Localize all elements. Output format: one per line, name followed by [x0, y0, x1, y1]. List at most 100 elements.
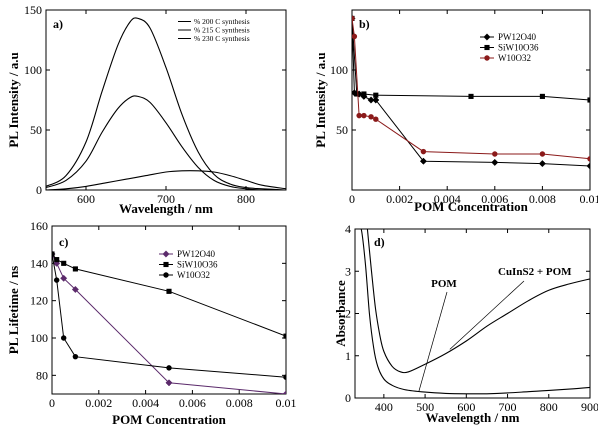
data-point [538, 160, 546, 168]
legend: % 200 C synthesis% 215 C synthesis% 230 … [178, 17, 250, 43]
series-line-1 [46, 17, 286, 190]
data-point [468, 93, 474, 99]
data-point [60, 335, 67, 341]
y-tick-label: 4 [345, 222, 351, 236]
legend-marker [162, 250, 170, 258]
x-tick-label: 0.002 [85, 396, 112, 410]
data-point [367, 96, 375, 104]
panel-label: c) [59, 235, 68, 249]
data-point [420, 148, 427, 155]
legend-marker [483, 33, 491, 41]
data-point [373, 92, 379, 98]
data-point [72, 353, 79, 360]
annotation-cuins2-pom: CuInS2 + POM [498, 266, 572, 278]
annotation-pom: POM [431, 278, 457, 290]
y-tick-label: 150 [24, 3, 42, 17]
legend-marker [484, 44, 490, 51]
data-point [71, 285, 79, 294]
x-axis-label: POM Concentration [414, 199, 529, 214]
x-tick-label: 0.008 [529, 192, 556, 206]
data-point [352, 15, 355, 22]
data-point [368, 114, 374, 120]
annotation-pointer [449, 280, 525, 350]
data-point [166, 288, 172, 294]
y-tick-label: 140 [30, 256, 48, 270]
data-point [372, 96, 380, 104]
data-point [282, 390, 286, 394]
plot-area [52, 250, 286, 394]
data-point [283, 374, 286, 380]
plot-frame [45, 9, 287, 191]
x-tick-label: 500 [416, 400, 434, 414]
x-tick-label: 0.006 [179, 396, 206, 410]
data-point [354, 91, 360, 97]
y-tick-label: 2 [345, 307, 351, 321]
data-point [419, 157, 427, 165]
y-axis-label: PL Intensity / a.u [313, 52, 328, 147]
plot-area [352, 14, 590, 170]
data-point [587, 156, 590, 162]
y-tick-label: 160 [30, 219, 48, 233]
data-point [373, 116, 379, 122]
data-point [586, 162, 590, 170]
data-point [539, 151, 546, 157]
y-axis-label: PL Lifetime / ns [6, 266, 21, 354]
data-point [361, 112, 367, 119]
data-point [165, 379, 173, 387]
series-line-3 [46, 170, 286, 190]
series-line-1 [356, 229, 590, 395]
series-line-2 [46, 95, 286, 190]
data-point [356, 112, 362, 119]
panel-label: a) [53, 17, 63, 31]
legend-entry: % 200 C synthesis [194, 17, 250, 26]
x-tick-label: 0.006 [481, 192, 508, 206]
data-point [352, 33, 358, 40]
data-point [361, 91, 367, 97]
data-point [61, 260, 67, 266]
legend-entry: SiW10O36 [177, 260, 218, 270]
series-line-2 [366, 229, 590, 374]
x-tick-label: 0.004 [132, 396, 159, 410]
y-tick-label: 1 [345, 349, 351, 363]
chart-panel-3: 0 0.002 0.004 0.006 0.008 0.01 80 100 120 140 160 P… [6, 219, 297, 427]
y-axis-label: PL Intensity / a.u [6, 52, 21, 147]
x-axis-label: Wavelength / nm [119, 201, 213, 216]
data-point [491, 158, 499, 166]
y-tick-label: 50 [336, 123, 348, 137]
series-line-3 [352, 18, 590, 160]
y-tick-label: 100 [330, 63, 348, 77]
legend-marker [163, 272, 169, 278]
panel-label: b) [359, 17, 370, 31]
plot-frame [351, 9, 591, 191]
x-tick-label: 400 [375, 400, 393, 414]
x-tick-label: 0.004 [434, 192, 461, 206]
x-tick-label: 0.01 [276, 396, 297, 410]
legend-entry: PW12O40 [498, 32, 536, 42]
data-point [283, 333, 286, 339]
y-tick-label: 100 [24, 63, 42, 77]
data-point [60, 274, 68, 282]
y-tick-label: 0 [36, 183, 42, 197]
y-tick-label: 120 [30, 294, 48, 308]
series-line-3 [52, 253, 286, 378]
x-tick-label: 800 [540, 400, 558, 414]
data-point [587, 97, 590, 103]
legend-marker [484, 55, 490, 61]
legend-entry: % 215 C synthesis [194, 26, 250, 35]
series-line-2 [352, 18, 590, 101]
x-tick-label: 0 [349, 192, 355, 206]
legend-entry: W10O32 [177, 270, 210, 280]
plot-area [46, 17, 286, 190]
data-point [492, 151, 498, 157]
y-tick-label: 50 [30, 123, 42, 137]
legend-entry: SiW10O36 [498, 43, 539, 53]
x-tick-label: 700 [157, 192, 175, 206]
x-tick-label: 700 [499, 400, 517, 414]
plot-frame [51, 225, 287, 395]
chart-panel-1: 600 700 800 0 50 100 150 Wavelength / nm PL Inte… [6, 3, 287, 216]
y-tick-label: 3 [345, 264, 351, 278]
series-line-1 [352, 18, 590, 167]
plot-area [356, 229, 590, 395]
